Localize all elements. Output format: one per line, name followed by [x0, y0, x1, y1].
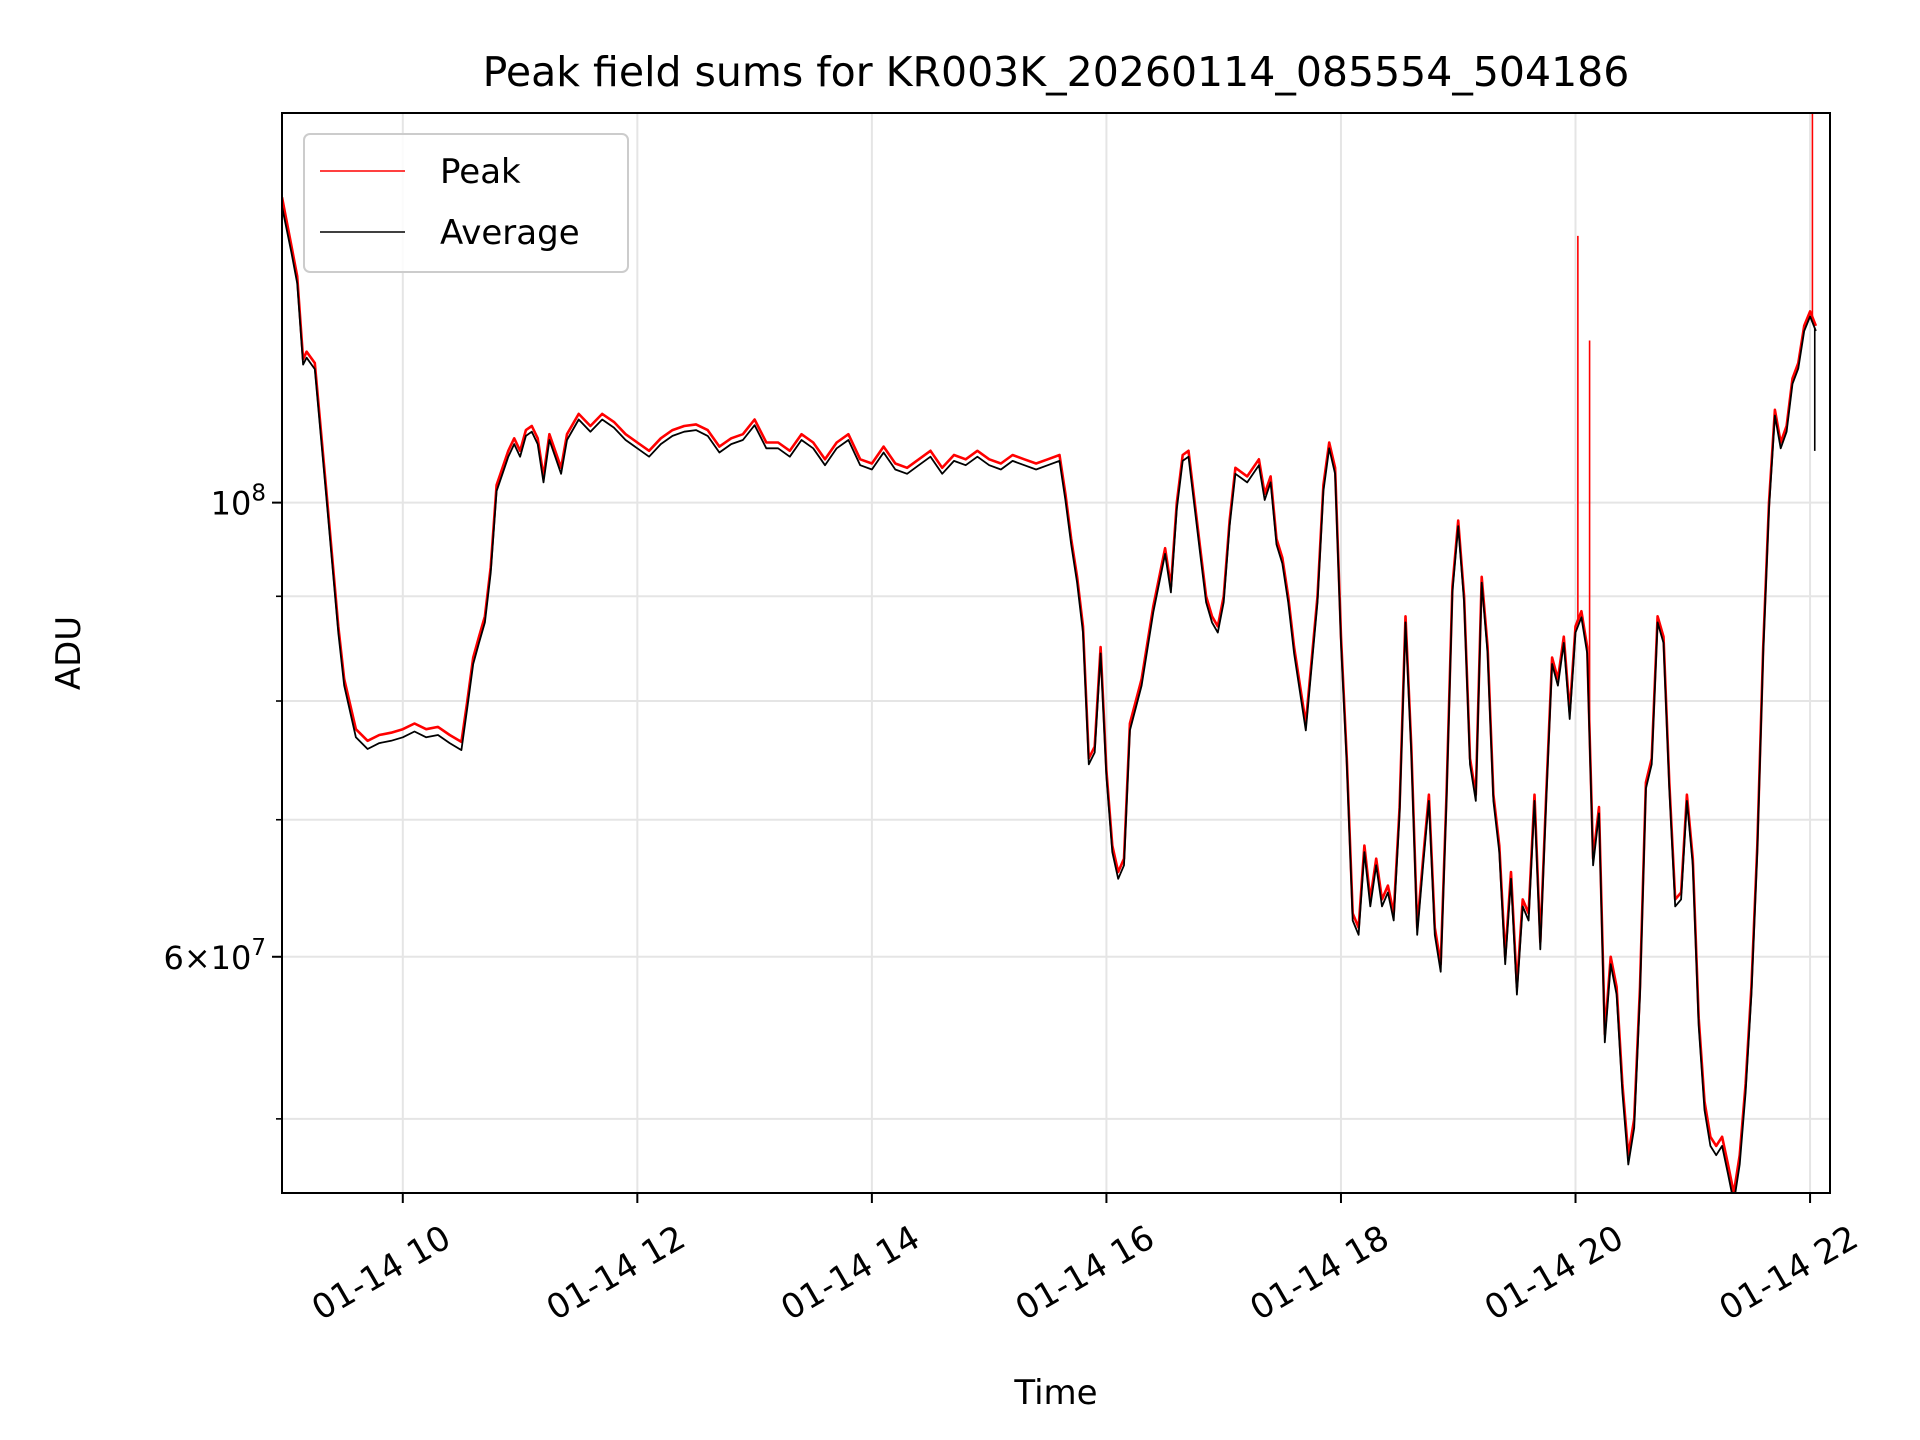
legend: Peak Average	[303, 133, 629, 273]
legend-label-average: Average	[440, 213, 580, 253]
y-tick-label-0: 108	[211, 481, 266, 523]
y-axis-label: ADU	[49, 616, 89, 690]
y-tick-label-1: 6×107	[163, 935, 266, 977]
series-line-average	[282, 206, 1817, 1193]
y-axis-ticks: 108 6×107	[163, 481, 282, 1120]
x-axis-label: Time	[1013, 1373, 1097, 1413]
plot-frame	[281, 112, 1831, 1194]
chart-title: Peak field sums for KR003K_20260114_0855…	[483, 48, 1630, 96]
plot-series	[282, 113, 1818, 1193]
peak-spikes	[1577, 113, 1814, 726]
legend-label-peak: Peak	[440, 152, 521, 192]
legend-box	[303, 133, 629, 273]
